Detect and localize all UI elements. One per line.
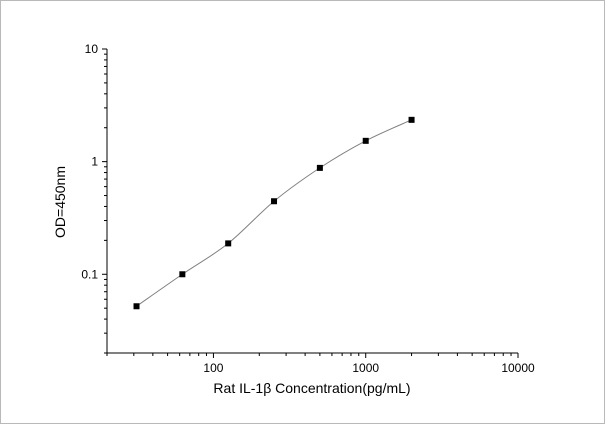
x-tick-label: 100 (203, 361, 223, 375)
series-line-layer (136, 119, 412, 307)
data-point (316, 164, 323, 171)
fit-curve (136, 119, 412, 307)
y-tick-label: 10 (85, 42, 99, 56)
x-axis-title: Rat IL-1β Concentration(pg/mL) (213, 380, 410, 396)
data-point (179, 271, 186, 278)
axes (102, 48, 519, 358)
data-point (133, 303, 140, 310)
data-point (408, 116, 415, 123)
data-point (271, 198, 278, 205)
y-tick-label: 1 (91, 155, 98, 169)
labels-layer: 100 1000 10000 0.1 1 10 (81, 42, 535, 375)
points-layer (133, 116, 415, 310)
y-tick-label: 0.1 (81, 267, 98, 281)
data-point (362, 137, 369, 144)
data-point (225, 240, 232, 247)
x-tick-label: 10000 (501, 361, 535, 375)
y-axis-title: OD=450nm (52, 166, 68, 238)
x-tick-label: 1000 (352, 361, 379, 375)
